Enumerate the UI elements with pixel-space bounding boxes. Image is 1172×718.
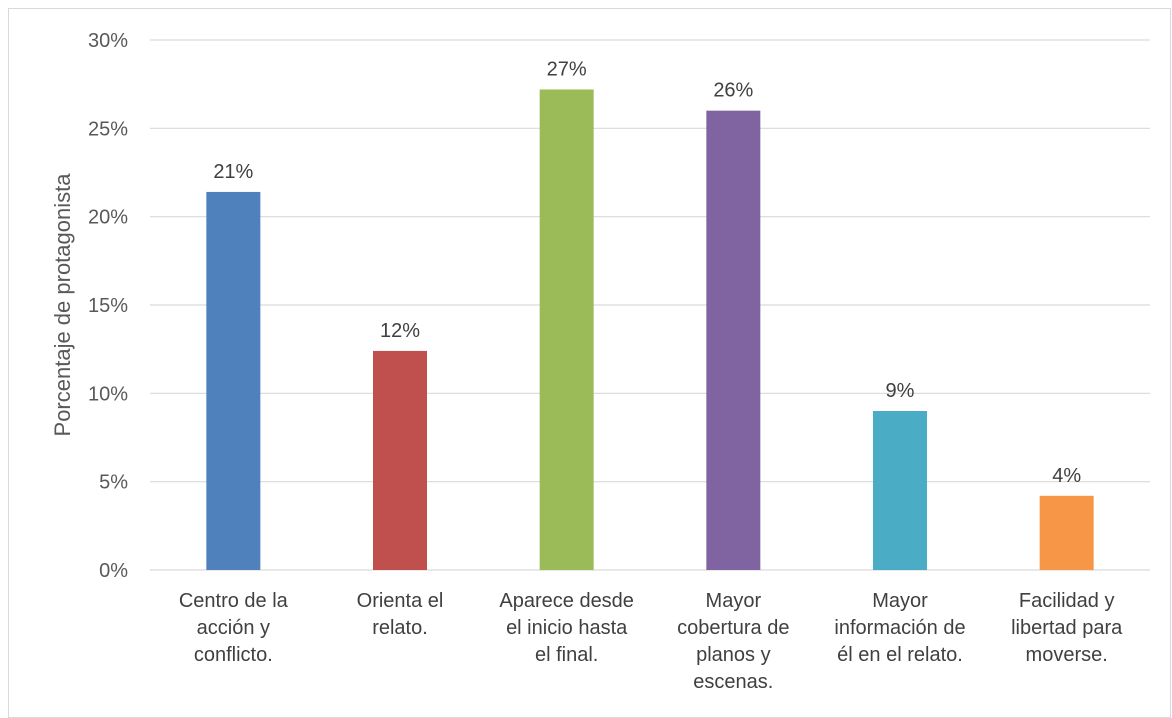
y-tick-label: 25%: [88, 118, 128, 140]
x-category-line: acción y: [197, 617, 270, 639]
x-category-line: relato.: [372, 617, 428, 639]
bars: [206, 89, 1094, 571]
x-category-line: Orienta el: [357, 590, 444, 612]
bar: [873, 411, 927, 570]
data-label: 21%: [213, 161, 253, 183]
y-tick-label: 5%: [99, 472, 128, 494]
bar: [1039, 495, 1094, 570]
x-category-line: Centro de la: [179, 590, 289, 612]
x-category-line: cobertura de: [677, 617, 789, 639]
x-category-line: Mayor: [706, 590, 762, 612]
x-category-line: Facilidad y: [1019, 590, 1115, 612]
x-category-line: escenas.: [693, 671, 773, 693]
y-tick-label: 0%: [99, 560, 128, 582]
data-label: 9%: [886, 380, 915, 402]
x-category-line: Aparece desde: [499, 590, 634, 612]
bar: [539, 89, 594, 570]
x-category-line: el inicio hasta: [506, 617, 628, 639]
y-tick-label: 10%: [88, 383, 128, 405]
x-axis-categories: Centro de la acción y conflicto. Orienta el…: [179, 590, 1123, 693]
x-category-line: libertad para: [1011, 617, 1123, 639]
x-category-label: Facilidad y libertad para moverse.: [1011, 590, 1123, 666]
data-label: 26%: [713, 80, 753, 102]
data-label: 4%: [1052, 465, 1081, 487]
y-tick-label: 15%: [88, 295, 128, 317]
x-category-label: Orienta el relato.: [357, 590, 444, 639]
x-category-line: moverse.: [1026, 644, 1108, 666]
data-labels: 21% 12% 27% 26% 9% 4%: [213, 58, 1081, 486]
x-category-label: Aparece desde el inicio hasta el final.: [499, 590, 634, 666]
x-category-line: él en el relato.: [837, 644, 963, 666]
x-category-line: información de: [834, 617, 965, 639]
x-category-line: planos y: [696, 644, 771, 666]
bar: [373, 350, 427, 570]
x-category-line: conflicto.: [194, 644, 273, 666]
y-tick-label: 30%: [88, 30, 128, 52]
x-category-label: Centro de la acción y conflicto.: [179, 590, 289, 666]
y-tick-label: 20%: [88, 207, 128, 229]
data-label: 27%: [547, 58, 587, 80]
x-category-label: Mayor información de él en el relato.: [834, 590, 965, 666]
gridlines: [150, 39, 1150, 571]
y-axis-label: Porcentaje de protagonista: [50, 173, 75, 437]
y-axis-ticks: 0% 5% 10% 15% 20% 25% 30%: [88, 30, 128, 582]
bar: [206, 191, 261, 570]
x-category-line: el final.: [535, 644, 598, 666]
bar: [706, 110, 761, 571]
x-category-label: Mayor cobertura de planos y escenas.: [677, 590, 789, 693]
data-label: 12%: [380, 320, 420, 342]
x-category-line: Mayor: [872, 590, 928, 612]
